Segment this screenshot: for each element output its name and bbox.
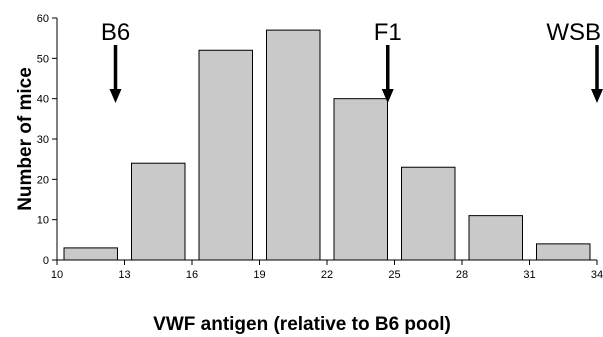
arrow-head bbox=[381, 89, 394, 103]
y-tick-label: 50 bbox=[37, 53, 49, 65]
annotation-b6: B6 bbox=[101, 19, 130, 103]
annotation-label: F1 bbox=[374, 19, 402, 46]
x-tick-label: 31 bbox=[523, 269, 535, 281]
annotation-f1: F1 bbox=[374, 19, 402, 103]
annotation-wsb: WSB bbox=[546, 19, 603, 103]
x-tick-label: 13 bbox=[118, 269, 130, 281]
annotation-label: WSB bbox=[546, 19, 601, 46]
x-tick-label: 28 bbox=[456, 269, 468, 281]
bars-group bbox=[63, 29, 591, 261]
bar-5 bbox=[333, 98, 388, 261]
bar-7 bbox=[468, 215, 523, 261]
x-tick-label: 10 bbox=[51, 269, 63, 281]
annotation-label: B6 bbox=[101, 19, 130, 46]
x-tick-label: 22 bbox=[321, 269, 333, 281]
y-axis-ticks: 0 10 20 30 40 50 60 bbox=[37, 13, 57, 267]
y-tick-label: 0 bbox=[43, 255, 49, 267]
y-tick-label: 20 bbox=[37, 174, 49, 186]
bar-3 bbox=[198, 49, 253, 261]
y-tick-label: 60 bbox=[37, 13, 49, 25]
y-tick-label: 30 bbox=[37, 134, 49, 146]
x-axis-title: VWF antigen (relative to B6 pool) bbox=[153, 314, 451, 335]
x-axis-ticks: 10 13 16 19 22 25 28 31 34 bbox=[51, 260, 603, 281]
y-tick-label: 10 bbox=[37, 215, 49, 227]
bar-4 bbox=[266, 29, 321, 261]
arrow-head bbox=[591, 89, 603, 103]
y-axis-title: Number of mice bbox=[15, 67, 36, 211]
x-tick-label: 19 bbox=[253, 269, 265, 281]
arrow-head bbox=[109, 89, 122, 103]
bar-1 bbox=[63, 247, 118, 261]
annotations-group: B6 F1 WSB bbox=[101, 19, 603, 103]
bar-6 bbox=[401, 166, 456, 261]
x-tick-label: 16 bbox=[186, 269, 198, 281]
bar-8 bbox=[536, 243, 591, 261]
bar-2 bbox=[131, 162, 186, 261]
x-tick-label: 25 bbox=[388, 269, 400, 281]
y-tick-label: 40 bbox=[37, 94, 49, 106]
x-tick-label: 34 bbox=[591, 269, 603, 281]
